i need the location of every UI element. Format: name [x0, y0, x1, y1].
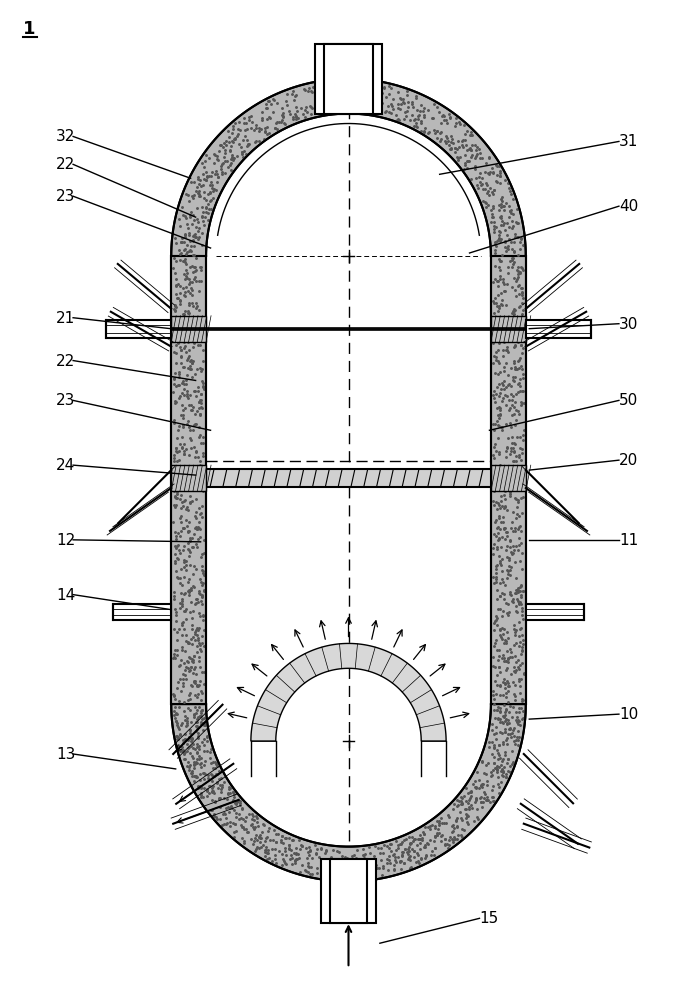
Bar	[330, 859, 367, 923]
Text: 24: 24	[56, 458, 75, 473]
Bar	[171, 256, 206, 704]
Text: 30: 30	[619, 317, 638, 332]
Text: 21: 21	[56, 311, 75, 326]
Bar	[323, 44, 374, 114]
Polygon shape	[171, 704, 526, 881]
Text: 11: 11	[619, 533, 638, 548]
Text: 23: 23	[56, 189, 75, 204]
Bar	[526, 604, 583, 620]
Polygon shape	[171, 316, 206, 342]
Text: 15: 15	[480, 911, 499, 926]
Text: 13: 13	[56, 747, 75, 762]
Text: 20: 20	[619, 453, 638, 468]
Polygon shape	[171, 79, 526, 256]
Bar	[491, 256, 526, 704]
Bar	[321, 859, 376, 923]
Text: 14: 14	[56, 588, 75, 603]
Bar	[526, 320, 590, 338]
Bar	[206, 469, 491, 487]
Bar	[107, 320, 171, 338]
Polygon shape	[491, 316, 526, 342]
Polygon shape	[251, 643, 446, 741]
Text: 1: 1	[23, 20, 36, 38]
Text: 10: 10	[619, 707, 638, 722]
Text: 40: 40	[619, 199, 638, 214]
Text: 12: 12	[56, 533, 75, 548]
Text: 31: 31	[619, 134, 638, 149]
Text: 22: 22	[56, 157, 75, 172]
Polygon shape	[491, 465, 526, 491]
Text: 23: 23	[56, 393, 75, 408]
Bar	[114, 604, 171, 620]
Text: 22: 22	[56, 354, 75, 369]
Text: 50: 50	[619, 393, 638, 408]
Bar	[314, 44, 383, 114]
Text: 32: 32	[56, 129, 75, 144]
Polygon shape	[171, 465, 206, 491]
